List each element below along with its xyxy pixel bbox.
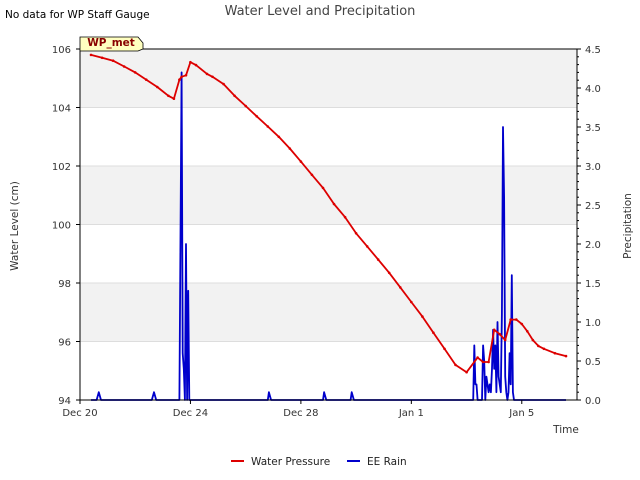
water-point <box>321 186 325 190</box>
water-point <box>421 315 424 318</box>
water-point <box>255 115 258 118</box>
water-point <box>481 360 485 364</box>
x-axis-ticks: Dec 20 Dec 24 Dec 28 Jan 1 Jan 5 <box>62 400 534 419</box>
water-point <box>399 286 402 289</box>
right-tick-label: 1.0 <box>585 318 601 329</box>
rain-line <box>91 71 566 401</box>
water-point <box>354 232 358 235</box>
water-point <box>465 370 468 374</box>
water-point <box>531 338 535 342</box>
water-point <box>515 318 518 321</box>
water-point <box>365 245 369 248</box>
water-point <box>410 300 413 304</box>
water-point <box>476 356 479 359</box>
station-badge: WP_met <box>79 36 144 52</box>
water-point <box>509 318 512 321</box>
water-point <box>184 74 188 77</box>
water-line <box>90 54 567 374</box>
water-point <box>564 354 568 358</box>
water-point <box>432 331 435 335</box>
water-point <box>222 82 225 86</box>
water-point <box>443 347 446 351</box>
legend-label-ee-rain: EE Rain <box>367 456 407 468</box>
water-point <box>244 104 247 108</box>
x-tick-label: Jan 1 <box>398 408 424 419</box>
water-point <box>145 78 148 81</box>
water-point <box>194 63 198 67</box>
water-point <box>492 328 496 332</box>
right-tick-label: 2.0 <box>585 240 601 251</box>
left-tick-label: 102 <box>52 162 71 173</box>
right-axis-ticks: 0.0 0.5 1.0 1.5 2.0 2.5 3.0 3.5 4.0 4.5 <box>577 45 601 407</box>
station-box <box>79 36 144 52</box>
rain-series <box>91 71 566 401</box>
water-point <box>376 258 380 261</box>
left-tick-label: 98 <box>58 279 71 290</box>
right-axis-label: Precipitation <box>622 193 634 259</box>
water-series <box>89 53 568 374</box>
right-tick-label: 4.5 <box>585 45 601 56</box>
water-point <box>167 94 170 98</box>
right-tick-label: 2.5 <box>585 201 601 212</box>
right-tick-label: 3.5 <box>585 123 601 134</box>
right-tick-label: 1.5 <box>585 279 601 290</box>
water-point <box>122 65 126 68</box>
left-tick-label: 104 <box>52 104 71 115</box>
right-tick-label: 0.0 <box>585 396 601 407</box>
left-tick-label: 96 <box>58 338 71 349</box>
water-point <box>233 94 236 98</box>
legend-label-water-pressure: Water Pressure <box>251 456 330 468</box>
water-point <box>503 338 507 342</box>
water-point <box>454 363 457 367</box>
x-tick-label: Dec 24 <box>173 408 208 419</box>
left-tick-label: 100 <box>52 221 71 232</box>
water-point <box>211 75 214 79</box>
x-tick-label: Dec 28 <box>283 408 318 419</box>
left-axis-ticks: 94 96 98 100 102 104 106 <box>52 45 80 407</box>
water-point <box>537 344 540 348</box>
water-point <box>133 71 137 74</box>
water-point <box>172 97 176 100</box>
x-tick-label: Jan 5 <box>508 408 534 419</box>
left-tick-label: 94 <box>58 396 71 407</box>
band <box>80 49 577 108</box>
water-point <box>288 147 292 150</box>
water-point <box>520 322 524 326</box>
right-tick-label: 3.0 <box>585 162 601 173</box>
water-point <box>89 53 93 57</box>
water-point <box>156 85 159 89</box>
x-axis-label: Time <box>552 424 579 436</box>
water-point <box>178 78 181 81</box>
water-point <box>189 60 192 64</box>
water-point <box>100 56 104 60</box>
right-tick-label: 4.0 <box>585 84 601 95</box>
legend: Water Pressure EE Rain <box>231 456 407 468</box>
station-label: WP_met <box>87 37 135 49</box>
water-point <box>332 202 336 206</box>
water-point <box>526 330 529 333</box>
water-point <box>266 125 270 128</box>
water-point <box>180 75 183 79</box>
water-point <box>277 135 281 139</box>
water-point <box>111 59 115 62</box>
left-tick-label: 106 <box>52 45 71 56</box>
water-point <box>542 347 546 351</box>
water-point <box>343 215 347 219</box>
water-point <box>205 72 209 76</box>
left-axis-label: Water Level (cm) <box>9 181 21 271</box>
water-point <box>553 351 557 355</box>
x-tick-label: Dec 20 <box>62 408 97 419</box>
water-point <box>310 173 314 177</box>
right-tick-label: 0.5 <box>585 357 601 368</box>
water-point <box>498 332 502 336</box>
chart-title: Water Level and Precipitation <box>225 4 416 19</box>
water-point <box>387 271 391 275</box>
water-point <box>487 360 490 364</box>
no-data-notice: No data for WP Staff Gauge <box>5 9 150 21</box>
water-point <box>299 160 303 163</box>
